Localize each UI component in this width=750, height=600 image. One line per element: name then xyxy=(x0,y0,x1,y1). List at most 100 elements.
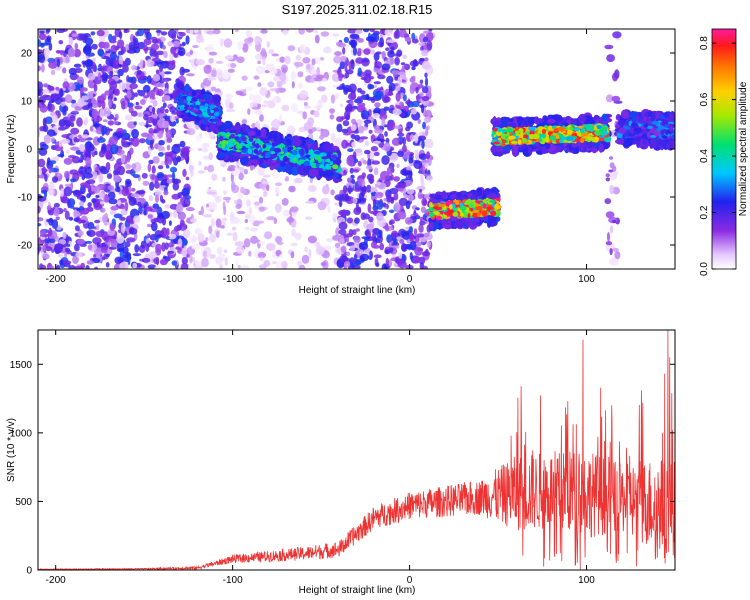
noise-blob xyxy=(117,199,122,206)
track-halo xyxy=(486,219,492,228)
noise-blob xyxy=(119,216,126,221)
noise-blob xyxy=(87,202,92,208)
noise-blob xyxy=(107,191,116,200)
noise-blob xyxy=(365,165,373,170)
noise-blob xyxy=(70,127,80,135)
noise-blob xyxy=(418,223,424,233)
track-halo xyxy=(217,125,227,132)
noise-blob xyxy=(342,47,346,55)
noise-blob xyxy=(307,184,317,192)
noise-blob xyxy=(69,115,76,122)
noise-blob xyxy=(305,29,314,33)
noise-blob xyxy=(333,55,342,64)
noise-blob xyxy=(195,34,204,44)
noise-blob xyxy=(94,219,101,224)
noise-blob xyxy=(91,43,98,50)
noise-blob xyxy=(165,129,172,140)
noise-blob xyxy=(612,219,617,224)
noise-blob xyxy=(369,29,376,33)
track-core xyxy=(330,154,337,159)
noise-blob xyxy=(332,33,340,37)
noise-blob xyxy=(125,178,132,185)
noise-blob xyxy=(160,31,168,36)
noise-blob xyxy=(281,104,290,112)
noise-blob xyxy=(38,33,47,41)
noise-blob xyxy=(166,227,170,237)
track-core xyxy=(467,213,471,218)
noise-blob xyxy=(215,218,222,228)
noise-blob xyxy=(42,253,50,260)
noise-blob xyxy=(299,90,309,100)
track-halo xyxy=(285,138,292,145)
noise-blob xyxy=(63,208,67,212)
track-halo xyxy=(200,122,206,131)
track-core xyxy=(439,210,444,215)
noise-blob xyxy=(421,95,430,102)
noise-blob xyxy=(273,217,278,225)
noise-blob xyxy=(368,216,374,223)
noise-blob xyxy=(227,68,235,73)
noise-blob xyxy=(208,51,218,56)
noise-blob xyxy=(48,187,55,196)
noise-blob xyxy=(110,51,117,61)
track-core xyxy=(335,157,341,160)
track-core xyxy=(446,209,455,216)
noise-blob xyxy=(262,56,266,66)
noise-blob xyxy=(151,43,160,51)
track-halo xyxy=(311,142,319,152)
noise-blob xyxy=(305,216,313,220)
noise-blob xyxy=(257,60,261,65)
noise-blob xyxy=(205,203,210,208)
noise-blob xyxy=(69,169,79,175)
noise-blob xyxy=(383,142,391,152)
track-core xyxy=(309,161,314,165)
noise-blob xyxy=(112,103,117,110)
noise-blob xyxy=(409,153,414,161)
noise-blob xyxy=(182,229,191,238)
noise-blob xyxy=(340,245,347,253)
noise-blob xyxy=(422,132,427,137)
noise-blob xyxy=(99,201,105,205)
noise-blob xyxy=(211,69,217,78)
noise-blob xyxy=(63,105,69,112)
noise-blob xyxy=(48,61,58,69)
noise-blob xyxy=(90,31,96,36)
noise-blob xyxy=(397,211,407,220)
track-core xyxy=(428,212,435,218)
noise-blob xyxy=(167,242,175,248)
noise-blob xyxy=(158,139,165,146)
noise-blob xyxy=(131,163,137,170)
noise-blob xyxy=(346,103,353,112)
noise-blob xyxy=(74,243,80,252)
noise-blob xyxy=(396,49,403,57)
noise-blob xyxy=(346,142,353,147)
noise-blob xyxy=(100,246,108,254)
noise-blob xyxy=(77,230,84,236)
noise-blob xyxy=(179,219,185,227)
noise-blob xyxy=(417,191,423,200)
noise-blob xyxy=(118,81,127,91)
track-core xyxy=(211,115,216,120)
noise-blob xyxy=(114,256,124,265)
noise-blob xyxy=(55,49,61,54)
noise-blob xyxy=(262,104,268,108)
noise-blob xyxy=(131,65,138,71)
noise-blob xyxy=(330,94,336,104)
noise-blob xyxy=(346,217,354,224)
noise-blob xyxy=(403,170,413,175)
noise-blob xyxy=(190,217,197,223)
noise-blob xyxy=(370,151,374,159)
noise-blob xyxy=(90,171,98,180)
noise-blob xyxy=(609,257,619,266)
noise-blob xyxy=(339,103,343,108)
noise-blob xyxy=(397,150,404,157)
noise-blob xyxy=(38,65,41,72)
noise-blob xyxy=(327,205,331,214)
noise-blob xyxy=(148,159,154,165)
noise-blob xyxy=(124,57,131,66)
noise-blob xyxy=(70,182,74,191)
noise-blob xyxy=(245,226,250,231)
noise-blob xyxy=(173,157,179,166)
noise-blob xyxy=(56,58,61,68)
noise-blob xyxy=(403,63,411,71)
